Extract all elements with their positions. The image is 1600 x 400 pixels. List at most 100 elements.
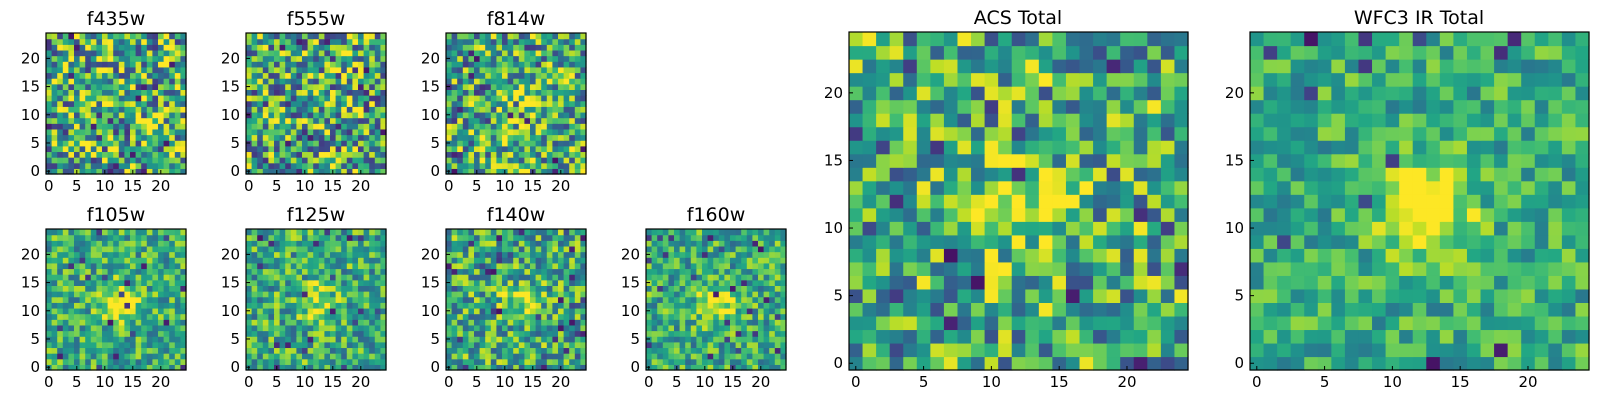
heatmap-cell (96, 364, 103, 371)
heatmap-cell (146, 123, 153, 130)
heatmap-cell (479, 72, 486, 79)
heatmap-cell (1025, 126, 1040, 141)
heatmap-cell (296, 66, 303, 74)
heatmap-cell (513, 307, 520, 315)
heatmap-cell (79, 157, 86, 164)
heatmap-cell (746, 296, 753, 303)
heatmap-cell (558, 162, 565, 169)
heatmap-cell (346, 341, 353, 349)
heatmap-cell (118, 245, 125, 253)
heatmap-cell (646, 353, 653, 360)
heatmap-cell (690, 364, 697, 371)
heatmap-cell (90, 117, 97, 124)
heatmap-cell (152, 100, 159, 107)
heatmap-cell (479, 162, 486, 169)
heatmap-cell (262, 66, 269, 74)
heatmap-cell (74, 100, 81, 107)
heatmap-cell (169, 33, 176, 40)
heatmap-cell (651, 279, 658, 286)
heatmap-cell (730, 330, 737, 337)
heatmap-cell (268, 257, 275, 264)
heatmap-cell (558, 257, 565, 264)
heatmap-cell (274, 313, 281, 320)
heatmap-cell (457, 157, 464, 164)
heatmap-cell (335, 279, 342, 286)
heatmap-cell (574, 140, 581, 147)
heatmap-cell (769, 296, 776, 303)
heatmap-cell (118, 78, 125, 85)
x-tick-label: 15 (323, 177, 342, 195)
heatmap-cell (758, 307, 765, 315)
heatmap-cell (862, 329, 877, 344)
heatmap-cell (163, 123, 170, 130)
heatmap-cell (374, 55, 381, 62)
heatmap-cell (730, 262, 737, 270)
heatmap-cell (724, 251, 731, 258)
heatmap-cell (324, 279, 331, 286)
heatmap-cell (546, 330, 553, 337)
heatmap-cell (313, 134, 320, 141)
heatmap-cell (457, 341, 464, 349)
heatmap-cell (574, 168, 581, 175)
heatmap-cell (102, 100, 109, 107)
heatmap-cell (163, 111, 170, 119)
heatmap-cell (102, 240, 109, 247)
heatmap-cell (1011, 315, 1026, 331)
heatmap-cell (290, 33, 297, 40)
heatmap-cell (479, 358, 486, 365)
heatmap-cell (369, 358, 376, 365)
heatmap-cell (335, 262, 342, 270)
heatmap-cell (1065, 207, 1081, 222)
heatmap-cell (146, 140, 153, 147)
heatmap-cell (158, 353, 165, 360)
heatmap-cell (380, 257, 387, 264)
y-tick-label: 10 (21, 302, 40, 320)
heatmap-cell (546, 313, 553, 320)
heatmap-cell (780, 279, 787, 286)
heatmap-cell (651, 307, 658, 315)
heatmap-cell (730, 353, 737, 360)
heatmap-cell (746, 364, 753, 371)
heatmap-cell (174, 55, 181, 62)
heatmap-cell (141, 234, 148, 241)
heatmap-cell (130, 33, 137, 40)
heatmap-cell (724, 341, 731, 349)
heatmap-cell (462, 61, 469, 68)
heatmap-cell (341, 95, 348, 102)
heatmap-cell (74, 145, 81, 153)
heatmap-cell (971, 288, 986, 303)
heatmap-cell (279, 279, 286, 286)
heatmap-cell (285, 347, 292, 354)
heatmap-cell (124, 140, 131, 147)
heatmap-cell (96, 347, 103, 354)
heatmap-cell (530, 49, 537, 57)
heatmap-cell (352, 78, 359, 85)
heatmap-cell (507, 55, 514, 62)
heatmap-cell (485, 313, 492, 320)
heatmap-cell (574, 240, 581, 247)
heatmap-cell (274, 134, 281, 141)
heatmap-cell (68, 302, 75, 309)
heatmap-cell (862, 302, 877, 317)
heatmap-cell (141, 302, 148, 309)
heatmap-cell (346, 123, 353, 130)
heatmap-cell (468, 111, 475, 119)
heatmap-cell (957, 126, 972, 141)
heatmap-cell (563, 95, 570, 102)
heatmap-cell (674, 234, 681, 241)
heatmap-cell (346, 274, 353, 281)
heatmap-cell (971, 315, 986, 331)
heatmap-cell (569, 307, 576, 315)
heatmap-cell (496, 229, 503, 236)
heatmap-cell (524, 347, 531, 354)
heatmap-cell (690, 296, 697, 303)
heatmap-cell (62, 319, 69, 326)
heatmap-cell (524, 251, 531, 258)
heatmap-cell (346, 307, 353, 315)
heatmap-cell (713, 336, 720, 343)
heatmap-cell (462, 117, 469, 124)
heatmap-cell (707, 353, 714, 360)
heatmap-cell (862, 167, 877, 182)
heatmap-cell (380, 55, 387, 62)
heatmap-cell (535, 330, 542, 337)
